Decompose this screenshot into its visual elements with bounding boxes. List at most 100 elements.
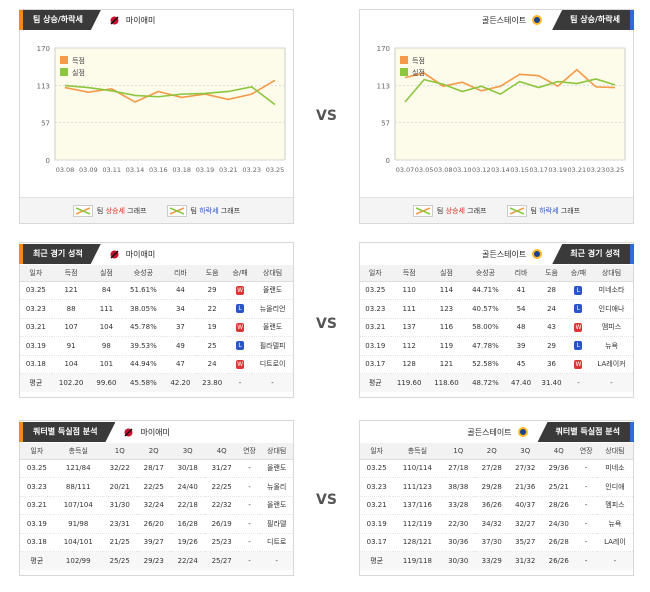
table-row: 03.23 88 111 38.05% 34 22 L 뉴올리언 (20, 299, 293, 319)
win-badge: W (236, 322, 245, 332)
table-cell: 올랜도 (260, 459, 293, 478)
table-cell: - (238, 551, 261, 570)
table-row: 03.21 137 116 58.00% 48 43 W 멤피스 (360, 318, 633, 337)
column-header: 상대팀 (260, 443, 293, 460)
right-quarter-header: 골든스테이트 쿼터별 득실점 분석 (461, 421, 634, 443)
plot-area (54, 47, 286, 161)
table-cell: 123 (427, 299, 466, 319)
table-cell: LA레이 (596, 533, 633, 552)
table-cell: 28/17 (136, 459, 171, 478)
table-cell: 44 (164, 281, 197, 300)
right-trend-panel: 골든스테이트 팀 상승/하락세 0 57 113 170 03.07 03.05 03.08… (359, 9, 634, 224)
y-tick-label: 170 (377, 45, 390, 53)
x-tick-label: 03.10 (453, 166, 472, 174)
table-cell: 30/36 (441, 533, 476, 552)
column-header: 슛성공 (122, 265, 165, 282)
table-cell: 37/30 (475, 533, 509, 552)
table-cell: 26/26 (541, 551, 576, 570)
column-header: 연장 (575, 443, 597, 460)
table-cell: 32/22 (102, 459, 137, 478)
table-cell: 29/23 (136, 551, 171, 570)
table-cell: W (228, 281, 253, 300)
win-badge: W (236, 359, 245, 369)
average-row: 평균 119.60 118.60 48.72% 47.40 31.40- - (360, 373, 633, 392)
vs-label: VS (316, 492, 337, 508)
down-graph-icon (166, 204, 187, 217)
table-cell: 21/25 (102, 533, 137, 552)
heat-logo-icon (109, 15, 120, 26)
table-cell: 47.40 (505, 373, 537, 392)
right-recent-header: 골든스테이트 최근 경기 성적 (476, 243, 634, 265)
left-quarter-table: 일자 총득실 1Q 2Q 3Q 4Q 연장 상대팀 03.25 121/84 32/22 28/17 3… (20, 443, 293, 570)
table-cell: 뉴올리 (260, 477, 293, 497)
column-header: 득점 (51, 265, 91, 282)
left-recent-panel: 최근 경기 성적 마이애미 일자 득점 실점 슛성공 리바 도움 승/패 상대팀 03.25 12… (19, 242, 294, 398)
column-header: 총득실 (393, 443, 442, 460)
table-cell: 23.80 (196, 373, 228, 392)
table-cell: 47.78% (465, 336, 506, 356)
right-recent-table: 일자 득점 실점 슛성공 리바 도움 승/패 상대팀 03.25 110 114 44.71% 41 28… (360, 265, 633, 392)
table-cell: 42.20 (164, 373, 197, 392)
table-cell: 91 (51, 336, 91, 356)
series-line-1 (404, 78, 616, 103)
win-badge: W (574, 322, 583, 332)
table-cell: 24/30 (541, 514, 576, 534)
table-cell: 03.23 (360, 477, 394, 497)
table-cell: 34 (164, 299, 197, 319)
up-graph-toggle[interactable]: 팀 상승세 그래프 (412, 204, 487, 217)
quarter-tab: 쿼터별 득실점 분석 (19, 422, 115, 442)
trend-tab: 팀 상승/하락세 (19, 10, 101, 30)
average-row: 평균 102/99 25/25 29/23 22/24 25/27- - (20, 551, 293, 570)
table-cell: 28 (536, 281, 567, 300)
team-name: 골든스테이트 (467, 427, 512, 437)
table-cell: 03.25 (360, 459, 394, 478)
table-cell: 43 (536, 318, 567, 337)
up-graph-toggle[interactable]: 팀 상승세 그래프 (72, 204, 147, 217)
column-header: 일자 (20, 443, 54, 460)
table-cell: 38.05% (122, 299, 165, 319)
table-cell: 03.19 (20, 514, 54, 534)
table-cell: 39.53% (122, 336, 165, 356)
table-cell: 필라델피 (252, 336, 293, 356)
table-row: 03.18 104 101 44.94% 47 24 W 디트로이 (20, 355, 293, 374)
table-cell: 32/24 (136, 496, 171, 515)
table-cell: - (575, 514, 597, 534)
trend-tab: 팀 상승/하락세 (552, 10, 634, 30)
table-row: 03.25 121 84 51.61% 44 29 W 올랜도 (20, 281, 293, 300)
column-header: 일자 (20, 265, 52, 282)
table-cell: 22/25 (136, 477, 171, 497)
x-tick-label: 03.19 (196, 166, 215, 174)
table-cell: 33/28 (441, 496, 476, 515)
win-badge: W (236, 285, 245, 295)
table-cell: 104/101 (53, 533, 103, 552)
y-tick-label: 113 (37, 83, 50, 91)
table-cell: 111/123 (393, 477, 442, 497)
heat-logo-icon (109, 249, 120, 260)
table-cell: 49 (164, 336, 197, 356)
x-tick-label: 03.09 (79, 166, 98, 174)
legend-swatch (400, 68, 408, 76)
x-tick-label: 03.21 (568, 166, 587, 174)
table-cell: 22 (196, 299, 228, 319)
table-row: 03.25 121/84 32/22 28/17 30/18 31/27- 올랜도 (20, 459, 293, 478)
legend-up-word: 상승세 (105, 206, 125, 215)
table-cell: - (566, 373, 591, 392)
table-row: 03.21 107 104 45.78% 37 19 W 올랜도 (20, 318, 293, 337)
table-cell: L (228, 336, 253, 356)
table-cell: 27/28 (475, 459, 509, 478)
table-cell: 31/30 (102, 496, 137, 515)
table-cell: 31/32 (508, 551, 542, 570)
table-cell: 102/99 (53, 551, 103, 570)
down-graph-icon (506, 204, 527, 217)
column-header: 상대팀 (252, 265, 293, 282)
legend-label: 득점 (72, 57, 85, 65)
loss-badge: L (574, 304, 583, 314)
down-graph-toggle[interactable]: 팀 하락세 그래프 (506, 204, 580, 217)
table-cell: 54 (505, 299, 537, 319)
legend-label: 실점 (412, 68, 425, 77)
table-cell: 119.60 (390, 373, 428, 392)
y-tick-label: 170 (37, 45, 50, 53)
table-cell: 99.60 (90, 373, 123, 392)
down-graph-toggle[interactable]: 팀 하락세 그래프 (166, 204, 240, 217)
table-cell: - (575, 496, 597, 515)
